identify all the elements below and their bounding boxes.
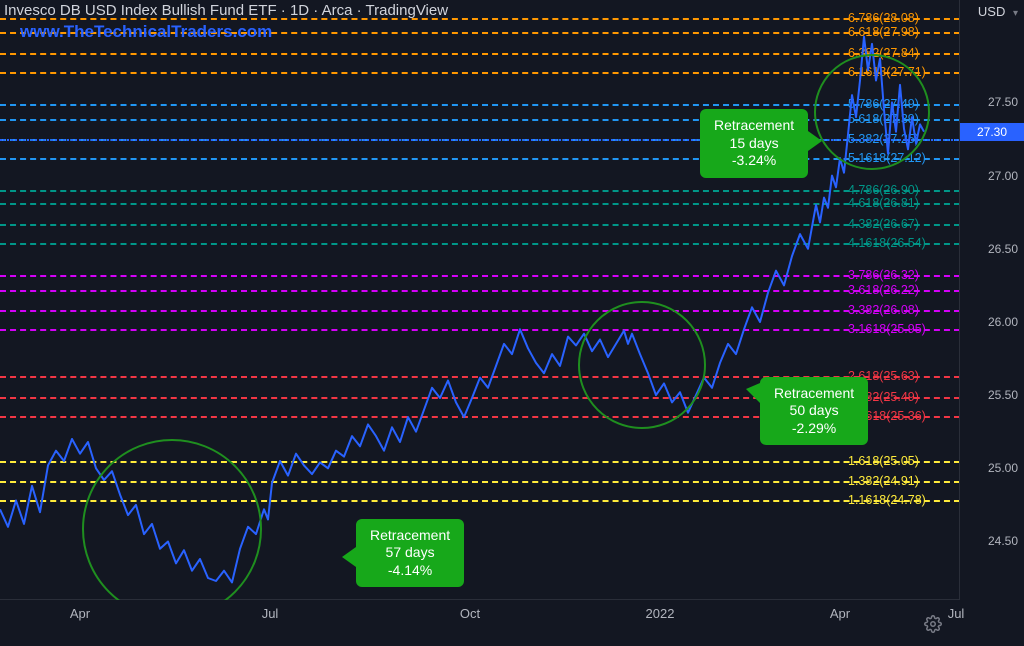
time-tick: Jul [262, 606, 279, 621]
time-tick: Apr [830, 606, 850, 621]
watermark: www.TheTechnicalTraders.com [20, 22, 272, 42]
callout-tail [746, 383, 760, 403]
chevron-down-icon: ▾ [1013, 8, 1018, 19]
price-tick: 27.50 [988, 95, 1018, 109]
callout-line: -2.29% [774, 420, 854, 438]
gear-icon[interactable] [924, 615, 942, 636]
price-tick: 26.00 [988, 315, 1018, 329]
price-axis[interactable]: USD ▾ 24.50 25.00 25.50 26.00 26.50 27.00 27.5… [959, 0, 1024, 600]
time-tick: Apr [70, 606, 90, 621]
highlight-circle [814, 54, 930, 170]
callout-line: Retracement [714, 117, 794, 135]
callout-tail [808, 131, 822, 151]
price-tick: 25.00 [988, 461, 1018, 475]
price-tick: 24.50 [988, 534, 1018, 548]
chart-title: Invesco DB USD Index Bullish Fund ETF · … [4, 2, 448, 19]
last-price-flag: 27.30 [960, 123, 1024, 141]
time-tick: Jul [948, 606, 965, 621]
price-tick: 26.50 [988, 242, 1018, 256]
currency-dropdown[interactable]: USD ▾ [978, 4, 1018, 19]
retracement-callout[interactable]: Retracement57 days-4.14% [356, 519, 464, 588]
retracement-callout[interactable]: Retracement50 days-2.29% [760, 377, 868, 446]
time-tick: 2022 [646, 606, 675, 621]
chart-root: 6.786(28.08)6.618(27.98)6.382(27.84)6.16… [0, 0, 1024, 646]
time-tick: Oct [460, 606, 480, 621]
callout-tail [342, 547, 356, 567]
price-tick: 27.00 [988, 169, 1018, 183]
callout-line: 50 days [774, 402, 854, 420]
retracement-callout[interactable]: Retracement15 days-3.24% [700, 109, 808, 178]
currency-label: USD [978, 4, 1005, 19]
callout-line: Retracement [774, 385, 854, 403]
price-tick: 25.50 [988, 388, 1018, 402]
time-axis[interactable]: AprJulOct2022AprJul [0, 599, 960, 646]
callout-line: 15 days [714, 135, 794, 153]
callout-line: -4.14% [370, 562, 450, 580]
highlight-circle [578, 301, 706, 429]
callout-line: Retracement [370, 527, 450, 545]
plot-area[interactable]: 6.786(28.08)6.618(27.98)6.382(27.84)6.16… [0, 0, 960, 600]
callout-line: -3.24% [714, 152, 794, 170]
callout-line: 57 days [370, 544, 450, 562]
